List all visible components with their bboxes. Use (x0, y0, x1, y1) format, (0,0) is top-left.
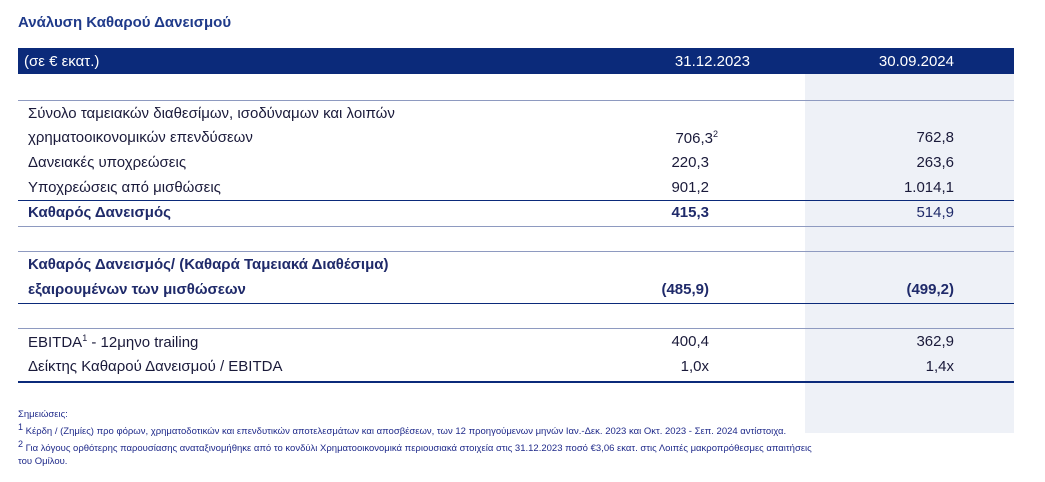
value-2023: (485,9) (661, 281, 709, 298)
footnote-mark: 2 (712, 129, 718, 139)
value-2023: 220,3 (671, 154, 709, 171)
notes-heading: Σημειώσεις: (18, 409, 68, 420)
row-label: Καθαρός Δανεισμός/ (Καθαρά Ταμειακά Διαθ… (28, 256, 389, 273)
value-2024: 1.014,1 (903, 179, 954, 196)
value-2023: 706,32 (675, 129, 718, 147)
row-label: Καθαρός Δανεισμός (28, 204, 171, 221)
col-header-2023: 31.12.2023 (674, 52, 750, 70)
row-label: Δανειακές υποχρεώσεις (28, 154, 187, 171)
value-2024: 263,6 (916, 154, 954, 171)
value-2023: 415,3 (671, 204, 709, 221)
footnote-1: 1 Κέρδη / (Ζημίες) προ φόρων, χρηματοδοτ… (18, 422, 787, 438)
value-2024: 1,4x (925, 358, 954, 375)
value-2023: 400,4 (671, 333, 709, 350)
footnote-2-cont: του Ομίλου. (18, 456, 68, 468)
value-2024: 762,8 (916, 129, 954, 146)
net-debt-table: (σε € εκατ.) 31.12.2023 30.09.2024 Σύνολ… (18, 48, 1014, 433)
table-header: (σε € εκατ.) 31.12.2023 30.09.2024 (18, 48, 1014, 74)
row-label: Σύνολο ταμειακών διαθεσίμων, ισοδύναμων … (28, 105, 395, 122)
divider (18, 328, 1014, 329)
value-2023: 901,2 (671, 179, 709, 196)
divider (18, 381, 1014, 383)
page-title: Ανάλυση Καθαρού Δανεισμού (18, 14, 232, 31)
divider (18, 200, 1014, 201)
value-2023: 1,0x (680, 358, 709, 375)
col-header-2024: 30.09.2024 (878, 52, 954, 70)
divider (18, 303, 1014, 304)
row-label: Δείκτης Καθαρού Δανεισμού / EBITDA (28, 358, 283, 375)
footnote-mark: 1 (82, 333, 88, 343)
row-label: Υποχρεώσεις από μισθώσεις (28, 179, 221, 196)
row-label: χρηματοοικονομικών επενδύσεων (28, 129, 253, 146)
value-2024: 514,9 (916, 204, 954, 221)
unit-label: (σε € εκατ.) (24, 52, 100, 70)
row-label: EBITDA1 - 12μηνο trailing (28, 333, 199, 351)
divider (18, 100, 1014, 101)
divider (18, 251, 1014, 252)
footnotes: Σημειώσεις: 1 Κέρδη / (Ζημίες) προ φόρων… (18, 408, 812, 468)
row-label: εξαιρουμένων των μισθώσεων (28, 281, 246, 298)
value-2024: 362,9 (916, 333, 954, 350)
value-2024: (499,2) (906, 281, 954, 298)
footnote-2: 2 Για λόγους ορθότερης παρουσίασης ανατα… (18, 439, 812, 455)
column-shade (805, 74, 1014, 433)
divider (18, 226, 1014, 227)
